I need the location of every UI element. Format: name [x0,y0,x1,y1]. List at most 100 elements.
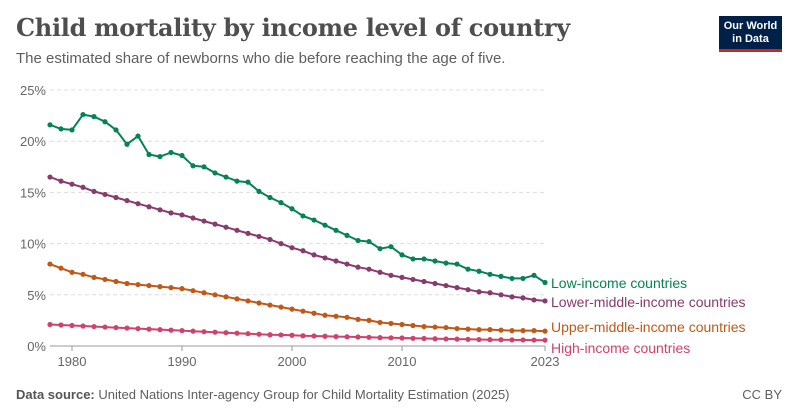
data-point-upper-middle-income-countries [311,310,317,316]
footer-source: Data source: United Nations Inter-agency… [16,387,510,402]
data-point-upper-middle-income-countries [245,298,251,304]
data-point-lower-middle-income-countries [58,178,64,184]
data-point-low-income-countries [344,232,350,239]
data-point-lower-middle-income-countries [278,241,284,247]
series-label-lower-middle-income-countries[interactable]: Lower-middle-income countries [551,294,746,310]
data-point-lower-middle-income-countries [190,215,196,221]
data-point-lower-middle-income-countries [124,197,130,204]
data-point-lower-middle-income-countries [113,194,119,201]
data-point-upper-middle-income-countries [421,323,427,330]
data-point-high-income-countries [245,331,251,337]
data-point-low-income-countries [421,256,427,262]
data-point-lower-middle-income-countries [465,287,471,293]
data-point-high-income-countries [300,333,306,339]
series-label-low-income-countries[interactable]: Low-income countries [551,275,687,291]
series-label-high-income-countries[interactable]: High-income countries [551,340,690,356]
data-point-high-income-countries [91,323,97,330]
data-point-lower-middle-income-countries [388,272,394,278]
data-point-upper-middle-income-countries [212,292,218,298]
data-point-high-income-countries [289,332,295,338]
data-point-lower-middle-income-countries [168,210,174,216]
data-point-low-income-countries [443,260,449,266]
data-point-lower-middle-income-countries [333,258,339,264]
data-point-low-income-countries [410,256,416,262]
data-point-high-income-countries [168,327,174,333]
series-line-lower-middle-income-countries [49,176,546,302]
data-point-upper-middle-income-countries [80,271,86,277]
data-point-high-income-countries [113,324,119,331]
data-point-low-income-countries [124,141,130,147]
data-point-low-income-countries [146,151,152,158]
data-point-lower-middle-income-countries [487,290,493,296]
data-point-upper-middle-income-countries [366,317,372,323]
owid-logo[interactable]: Our World in Data [719,16,782,52]
data-point-lower-middle-income-countries [201,218,207,224]
data-point-upper-middle-income-countries [91,274,97,280]
data-point-lower-middle-income-countries [300,248,306,254]
data-point-lower-middle-income-countries [355,264,361,270]
data-point-upper-middle-income-countries [47,261,53,267]
series-label-upper-middle-income-countries[interactable]: Upper-middle-income countries [551,319,746,335]
data-point-lower-middle-income-countries [476,289,482,295]
data-point-upper-middle-income-countries [102,276,108,283]
data-point-lower-middle-income-countries [377,269,383,275]
data-point-low-income-countries [267,194,273,201]
data-point-lower-middle-income-countries [366,266,372,272]
data-point-high-income-countries [58,322,64,328]
data-point-high-income-countries [234,330,240,336]
data-point-high-income-countries [69,322,75,329]
data-point-low-income-countries [234,178,240,184]
data-point-upper-middle-income-countries [234,296,240,302]
data-point-low-income-countries [91,114,97,120]
label-layer: Low-income countries Lower-middle-income … [551,275,746,356]
data-point-upper-middle-income-countries [278,304,284,310]
data-point-upper-middle-income-countries [135,281,141,288]
data-point-upper-middle-income-countries [322,312,328,318]
source-text[interactable]: United Nations Inter-agency Group for Ch… [98,387,510,402]
x-tick-label: 1990 [168,354,197,369]
data-point-upper-middle-income-countries [333,313,339,319]
data-point-lower-middle-income-countries [102,191,108,198]
data-point-low-income-countries [355,237,361,244]
data-point-high-income-countries [47,321,53,328]
data-point-lower-middle-income-countries [432,280,438,287]
data-point-low-income-countries [377,246,383,252]
data-point-lower-middle-income-countries [531,297,537,303]
data-point-high-income-countries [421,335,427,342]
data-point-upper-middle-income-countries [454,325,460,332]
data-point-high-income-countries [223,330,229,336]
data-point-upper-middle-income-countries [190,288,196,294]
x-tick-label: 2000 [278,354,307,369]
data-point-high-income-countries [465,336,471,342]
data-point-high-income-countries [399,335,405,341]
y-tick-label: 10% [20,237,46,252]
data-point-low-income-countries [157,153,163,160]
data-point-upper-middle-income-countries [410,322,416,329]
data-point-low-income-countries [476,268,482,274]
data-point-low-income-countries [531,272,537,278]
data-point-low-income-countries [333,227,339,233]
data-point-upper-middle-income-countries [113,278,119,285]
data-point-high-income-countries [476,336,482,343]
data-point-high-income-countries [190,328,196,334]
data-point-low-income-countries [168,149,174,156]
data-point-low-income-countries [69,127,75,133]
data-point-low-income-countries [190,163,196,169]
data-point-upper-middle-income-countries [300,308,306,314]
data-point-lower-middle-income-countries [443,282,449,289]
data-point-lower-middle-income-countries [245,230,251,236]
data-point-upper-middle-income-countries [487,327,493,333]
license-text[interactable]: CC BY [742,387,782,402]
data-point-low-income-countries [432,258,438,264]
data-point-lower-middle-income-countries [179,212,185,218]
data-point-high-income-countries [443,336,449,342]
data-point-high-income-countries [102,324,108,330]
data-point-upper-middle-income-countries [124,280,130,287]
data-point-upper-middle-income-countries [267,302,273,308]
data-point-low-income-countries [201,164,207,170]
data-point-low-income-countries [322,222,328,228]
series-line-high-income-countries [49,323,546,342]
data-point-lower-middle-income-countries [212,221,218,227]
data-point-low-income-countries [179,152,185,159]
data-point-high-income-countries [267,332,273,338]
